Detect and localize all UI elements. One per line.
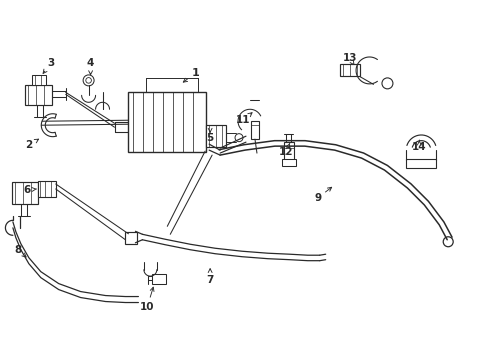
Text: 12: 12: [278, 147, 292, 157]
Bar: [12, 182, 38, 204]
Text: 7: 7: [206, 275, 213, 285]
Text: 3: 3: [47, 58, 54, 68]
Bar: [32, 75, 46, 85]
Bar: [206, 125, 225, 147]
Circle shape: [442, 237, 452, 247]
Text: 6: 6: [23, 185, 30, 195]
Text: 10: 10: [140, 302, 154, 311]
Text: 14: 14: [411, 142, 426, 152]
Bar: [406, 159, 436, 168]
Circle shape: [85, 78, 91, 83]
Text: 1: 1: [191, 68, 199, 78]
Circle shape: [381, 78, 392, 89]
Bar: [339, 64, 359, 76]
Text: 2: 2: [25, 140, 32, 150]
Bar: [38, 181, 56, 197]
Text: 5: 5: [206, 133, 213, 143]
Bar: [250, 121, 259, 139]
Bar: [283, 142, 293, 160]
Text: 9: 9: [313, 193, 321, 203]
Circle shape: [235, 134, 243, 141]
Bar: [281, 159, 295, 166]
Bar: [125, 232, 137, 244]
Text: 4: 4: [87, 58, 94, 68]
Text: 13: 13: [342, 54, 356, 63]
Text: 8: 8: [14, 245, 21, 255]
Bar: [25, 85, 52, 105]
Bar: [128, 92, 206, 152]
Bar: [152, 274, 166, 284]
Text: 11: 11: [235, 115, 250, 125]
Circle shape: [83, 75, 94, 86]
